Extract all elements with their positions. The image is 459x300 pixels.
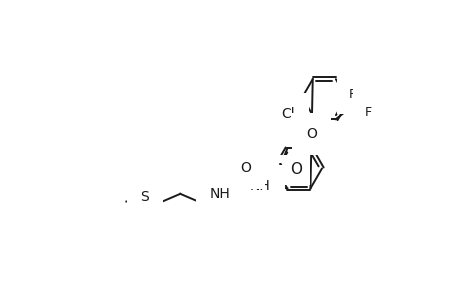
Text: O: O	[306, 127, 316, 141]
Text: F: F	[348, 88, 356, 101]
Text: F: F	[364, 106, 371, 119]
Text: O: O	[240, 161, 251, 175]
Text: F: F	[364, 97, 371, 110]
Text: S: S	[140, 190, 149, 204]
Text: Cl: Cl	[281, 107, 294, 121]
Text: NH: NH	[250, 179, 270, 193]
Text: ⊕N: ⊕N	[265, 163, 289, 178]
Text: O: O	[290, 163, 302, 178]
Text: O: O	[261, 163, 273, 178]
Text: NH: NH	[209, 187, 230, 201]
Text: −: −	[257, 161, 267, 171]
